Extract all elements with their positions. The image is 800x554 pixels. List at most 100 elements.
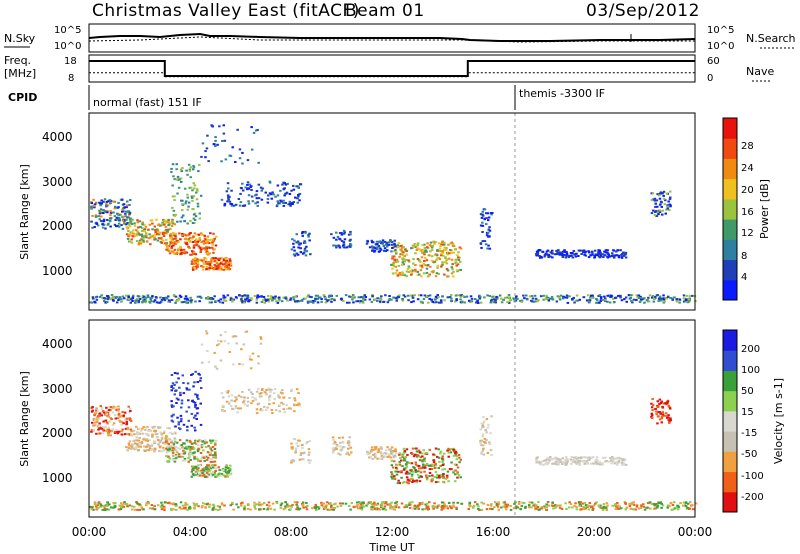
power-echo-cell: [247, 194, 251, 197]
velocity-echo-cell: [112, 506, 115, 509]
power-echo-cell: [292, 253, 296, 256]
velocity-echo-cell: [455, 508, 458, 510]
velocity-colorbar: [723, 330, 737, 513]
power-echo-cell: [143, 223, 146, 226]
power-echo-cell: [481, 214, 485, 217]
velocity-echo-cell: [292, 438, 296, 440]
velocity-echo-cell: [437, 474, 441, 477]
power-echo-cell: [580, 253, 583, 255]
power-echo-cell: [387, 241, 391, 244]
velocity-echo-cell: [425, 507, 428, 510]
velocity-echo-cell: [333, 507, 336, 509]
velocity-echo-cell: [205, 330, 208, 333]
power-echo-cell: [587, 294, 590, 297]
velocity-echo-cell: [439, 464, 442, 467]
velocity-echo-cell: [109, 408, 112, 411]
velocity-echo-cell: [439, 450, 443, 453]
velocity-echo-cell: [170, 386, 173, 388]
power-echo-cell: [392, 264, 396, 267]
velocity-echo-cell: [418, 480, 422, 483]
power-echo-cell: [191, 259, 195, 262]
velocity-echo-cell: [556, 462, 560, 465]
velocity-echo-cell: [601, 456, 605, 459]
power-echo-cell: [366, 240, 369, 243]
velocity-cbar-tick-minus15: -15: [741, 428, 757, 439]
velocity-echo-cell: [661, 504, 665, 507]
velocity-echo-cell: [662, 414, 666, 417]
velocity-echo-cell: [114, 505, 117, 508]
velocity-echo-cell: [578, 505, 581, 508]
velocity-echo-cell: [441, 464, 445, 466]
power-echo-cell: [181, 199, 184, 202]
power-echo-cell: [614, 254, 618, 257]
velocity-echo-cell: [418, 502, 422, 505]
power-echo-cell: [227, 261, 231, 264]
velocity-echo-cell: [382, 455, 385, 458]
power-echo-cell: [660, 297, 663, 300]
velocity-echo-cell: [437, 467, 440, 469]
power-echo-cell: [176, 249, 180, 252]
power-echo-cell: [129, 301, 132, 304]
velocity-echo-cell: [426, 505, 430, 508]
velocity-echo-cell: [147, 449, 151, 452]
power-echo-cell: [255, 190, 259, 193]
power-echo-cell: [189, 253, 192, 256]
velocity-echo-cell: [441, 458, 445, 461]
velocity-echo-cell: [673, 501, 676, 504]
velocity-echo-cell: [173, 439, 176, 442]
power-echo-cell: [162, 219, 165, 221]
power-echo-cell: [131, 235, 135, 238]
velocity-echo-cell: [658, 398, 662, 401]
power-echo-cell: [164, 225, 168, 228]
velocity-echo-cell: [609, 457, 612, 460]
velocity-echo-cell: [120, 423, 123, 426]
power-echo-cell: [685, 299, 688, 301]
velocity-echo-cell: [174, 425, 177, 428]
velocity-echo-cell: [193, 426, 196, 429]
power-echo-cell: [196, 189, 199, 192]
power-echo-cell: [291, 238, 294, 241]
velocity-echo-cell: [485, 439, 488, 442]
power-echo-cell: [218, 301, 222, 304]
velocity-echo-cell: [400, 470, 403, 473]
velocity-echo-cell: [404, 472, 408, 475]
power-echo-cell: [436, 264, 439, 267]
power-echo-cell: [304, 254, 308, 257]
power-echo-cell: [534, 300, 538, 303]
power-echo-cell: [345, 246, 349, 249]
power-echo-cell: [172, 209, 176, 212]
velocity-echo-cell: [582, 460, 585, 463]
velocity-echo-cell: [237, 506, 240, 509]
velocity-echo-cell: [111, 424, 115, 427]
power-echo-cell: [316, 294, 320, 297]
power-echo-cell: [255, 197, 259, 200]
power-echo-cell: [578, 298, 581, 301]
velocity-echo-cell: [542, 463, 545, 466]
power-echo-cell: [603, 254, 606, 257]
power-echo-cell: [273, 297, 277, 300]
velocity-echo-cell: [194, 473, 198, 476]
power-echo-cell: [235, 297, 238, 300]
power-echo-cell: [525, 294, 528, 297]
velocity-echo-cell: [129, 410, 132, 412]
velocity-echo-cell: [95, 432, 98, 435]
power-echo-cell: [487, 216, 491, 219]
velocity-echo-cell: [479, 428, 482, 431]
power-echo-cell: [129, 220, 132, 223]
velocity-echo-cell: [142, 426, 145, 428]
velocity-echo-cell: [290, 459, 293, 462]
power-echo-cell: [279, 189, 282, 192]
power-echo-cell: [166, 248, 170, 250]
power-echo-cell: [225, 268, 228, 271]
power-echo-cell: [222, 268, 225, 271]
velocity-echo-cell: [380, 458, 384, 460]
velocity-echo-cell: [344, 502, 348, 505]
power-echo-cell: [128, 212, 131, 215]
power-echo-cell: [387, 299, 391, 302]
velocity-echo-cell: [177, 423, 180, 426]
power-echo-cell: [470, 300, 474, 303]
power-echo-cell: [442, 243, 446, 246]
velocity-echo-cell: [90, 410, 94, 413]
power-echo-cell: [277, 202, 280, 205]
power-echo-cell: [203, 248, 207, 251]
